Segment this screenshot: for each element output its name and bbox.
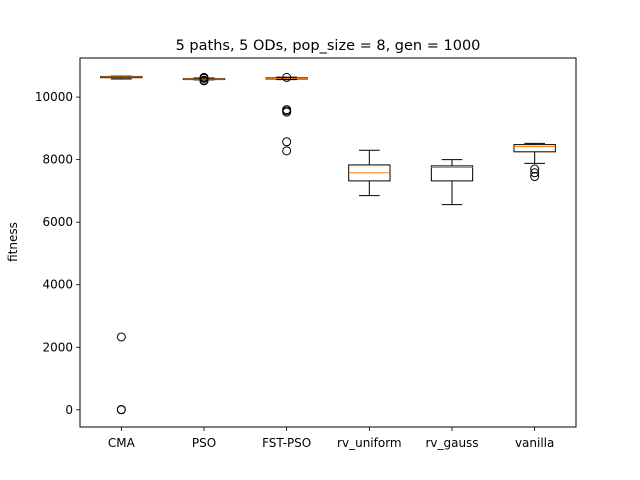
y-tick-label: 4000 — [42, 278, 73, 292]
box-iqr — [513, 144, 556, 153]
plot-area: 0 2000 4000 6000 8000 10000 CMA PSO FST-PSO rv_un… — [35, 72, 556, 450]
x-tick-label: FST-PSO — [262, 436, 311, 450]
x-tick-label: rv_gauss — [425, 436, 478, 450]
flier-point — [282, 146, 292, 156]
y-tick-label: 0 — [65, 403, 73, 417]
x-tick-label: PSO — [192, 436, 216, 450]
flier-point — [282, 107, 292, 117]
x-tick-label: vanilla — [515, 436, 554, 450]
y-tick-label: 6000 — [42, 215, 73, 229]
flier-point — [116, 405, 126, 415]
flier-point — [199, 72, 209, 82]
y-tick-label: 10000 — [35, 90, 73, 104]
plot-frame — [79, 57, 577, 428]
flier-point — [530, 168, 540, 178]
x-tick-label: CMA — [108, 436, 136, 450]
flier-point — [282, 72, 292, 82]
flier-point — [282, 137, 292, 147]
y-tick-label: 2000 — [42, 340, 73, 354]
y-axis-label: fitness — [6, 222, 20, 262]
box-iqr — [430, 165, 474, 182]
y-tick-label: 8000 — [42, 153, 73, 167]
flier-point — [116, 332, 126, 342]
flier-point — [530, 172, 540, 182]
chart-title: 5 paths, 5 ODs, pop_size = 8, gen = 1000 — [176, 38, 481, 54]
x-tick-label: rv_uniform — [337, 436, 402, 450]
